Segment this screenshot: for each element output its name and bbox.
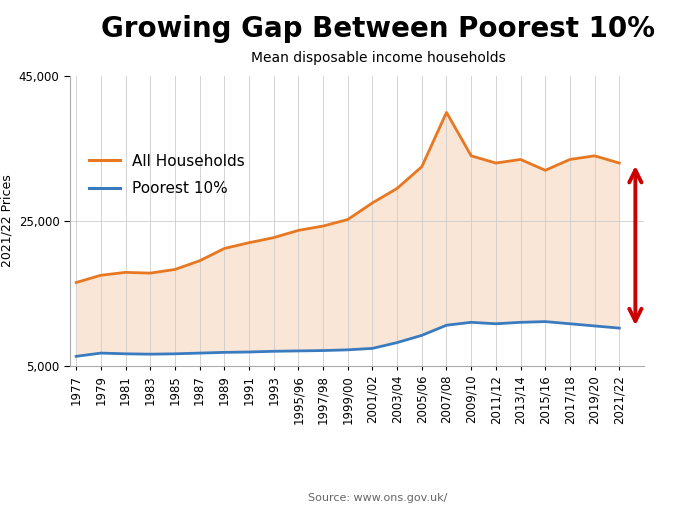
Text: Source: www.ons.gov.uk/: Source: www.ons.gov.uk/ <box>308 493 448 503</box>
Y-axis label: 2021/22 Prices: 2021/22 Prices <box>0 175 13 267</box>
Text: Mean disposable income households: Mean disposable income households <box>251 51 505 65</box>
Text: Growing Gap Between Poorest 10%: Growing Gap Between Poorest 10% <box>101 15 655 43</box>
Legend: All Households, Poorest 10%: All Households, Poorest 10% <box>83 147 251 202</box>
